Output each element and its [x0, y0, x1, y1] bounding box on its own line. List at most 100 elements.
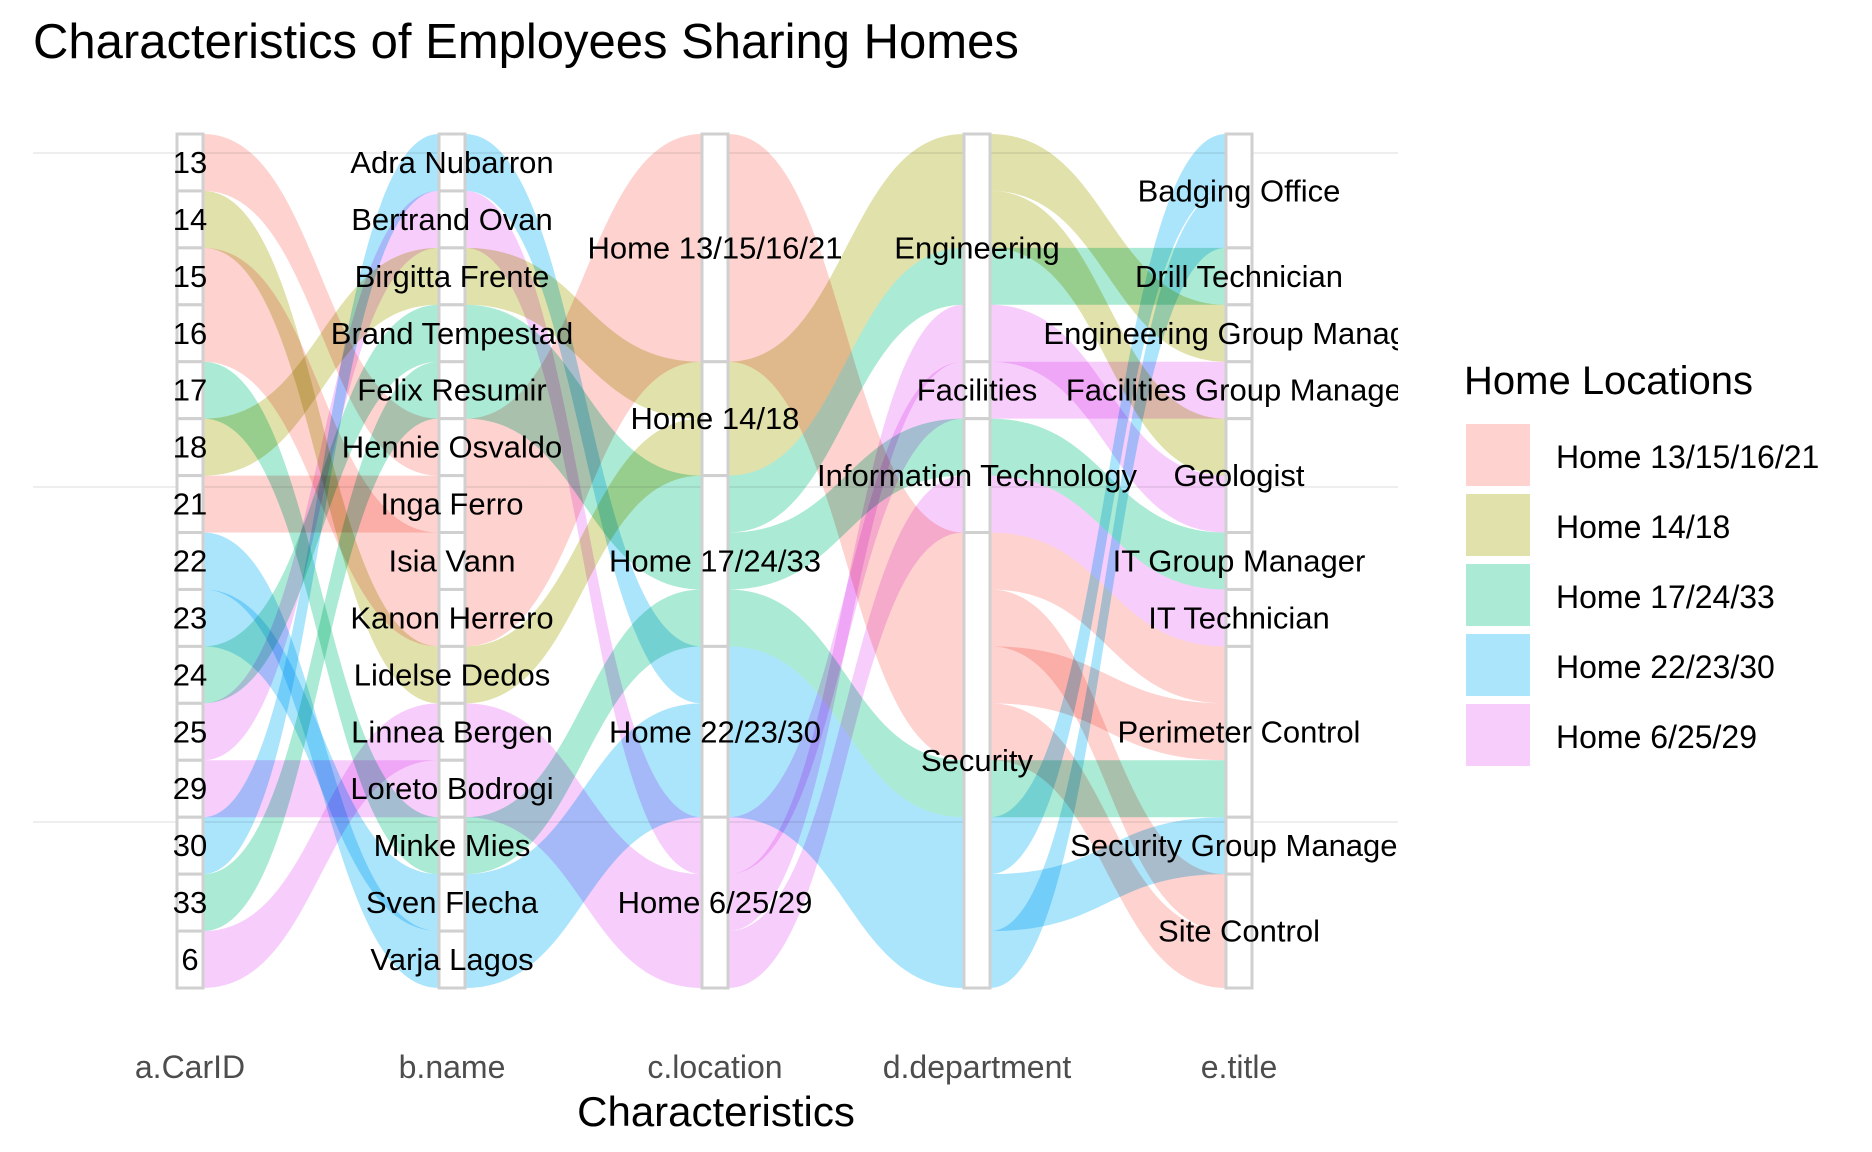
flow-isia-vann-3 [728, 247, 964, 704]
stratum-label-engineering: Engineering [894, 230, 1059, 265]
stratum-label-lidelse-dedos: Lidelse Dedos [354, 657, 550, 692]
stratum-label-hennie-osvaldo: Hennie Osvaldo [342, 430, 563, 465]
stratum-label-engineering-group-manager: Engineering Group Manager [1043, 316, 1434, 351]
stratum-label-loreto-bodrogi: Loreto Bodrogi [350, 771, 553, 806]
stratum-14 [175, 189, 205, 250]
flow-felix-resumir-2 [465, 361, 702, 590]
strata-boxes [175, 132, 1254, 990]
stratum-label-birgitta-frente: Birgitta Frente [355, 259, 550, 294]
flow-birgitta-frente-1 [203, 247, 439, 476]
flow-birgitta-frente-3 [728, 134, 964, 419]
stratum-bertrand-ovan [437, 189, 467, 250]
stratum-engineering [962, 132, 992, 364]
stratum-label-6: 6 [181, 942, 198, 977]
stratum-label-badging-office: Badging Office [1138, 173, 1341, 208]
stratum-label-21: 21 [173, 487, 207, 522]
flow-linnea-bergen-1 [203, 703, 439, 988]
stratum-perimeter-control [1224, 644, 1254, 819]
flow-brand-tempestad-3 [728, 247, 964, 533]
stratum-loreto-bodrogi [437, 758, 467, 819]
x-axis-tick-labels: a.CarID b.name c.location d.department e.tit… [135, 1049, 1277, 1085]
stratum-home-13-15-16-21 [700, 132, 730, 364]
stratum-label-sven-flecha: Sven Flecha [366, 885, 539, 920]
stratum-label-13: 13 [173, 145, 207, 180]
legend-key-home-17-24-33 [1466, 564, 1530, 626]
stratum-label-linnea-bergen: Linnea Bergen [351, 714, 553, 749]
stratum-label-bertrand-ovan: Bertrand Ovan [351, 202, 553, 237]
stratum-21 [175, 474, 205, 535]
stratum-geologist [1224, 417, 1254, 535]
stratum-label-adra-nubarron: Adra Nubarron [350, 145, 553, 180]
legend-key-home-22-23-30 [1466, 634, 1530, 696]
stratum-engineering-group-manager [1224, 303, 1254, 364]
stratum-label-home-14-18: Home 14/18 [631, 401, 800, 436]
stratum-label-home-13-15-16-21: Home 13/15/16/21 [587, 230, 842, 265]
stratum-label-home-6-25-29: Home 6/25/29 [618, 885, 813, 920]
stratum-label-15: 15 [173, 259, 207, 294]
flow-sven-flecha-4 [990, 817, 1226, 932]
stratum-label-information-technology: Information Technology [817, 458, 1137, 493]
stratum-label-perimeter-control: Perimeter Control [1118, 714, 1361, 749]
flow-hennie-osvaldo-4 [990, 532, 1226, 704]
x-tick-d-department: d.department [883, 1049, 1072, 1085]
flow-linnea-bergen-4 [990, 304, 1226, 533]
stratum-label-18: 18 [173, 430, 207, 465]
legend-key-home-13-15-16-21 [1466, 424, 1530, 486]
stratum-label-facilities: Facilities [917, 373, 1038, 408]
stratum-label-brand-tempestad: Brand Tempestad [331, 316, 573, 351]
flow-sven-flecha-3 [728, 703, 964, 932]
x-tick-b-name: b.name [399, 1049, 506, 1085]
stratum-label-varja-lagos: Varja Lagos [370, 942, 533, 977]
stratum-label-home-17-24-33: Home 17/24/33 [609, 544, 821, 579]
stratum-information-technology [962, 417, 992, 535]
x-axis-label: Characteristics [577, 1088, 855, 1135]
stratum-label-14: 14 [173, 202, 207, 237]
stratum-site-control [1224, 872, 1254, 990]
flow-loreto-bodrogi-2 [465, 760, 702, 988]
stratum-home-14-18 [700, 360, 730, 478]
flow-inga-ferro-3 [728, 190, 964, 647]
stratum-label-25: 25 [173, 714, 207, 749]
stratum-30 [175, 815, 205, 876]
stratum-label-33: 33 [173, 885, 207, 920]
flow-adra-nubarron-3 [728, 646, 964, 875]
stratum-label-isia-vann: Isia Vann [389, 544, 516, 579]
x-tick-a-carid: a.CarID [135, 1049, 245, 1085]
flow-linnea-bergen-2 [465, 703, 702, 932]
stratum-label-site-control: Site Control [1158, 914, 1320, 949]
legend-title: Home Locations [1464, 359, 1753, 403]
flow-loreto-bodrogi-4 [990, 475, 1226, 647]
x-tick-e-title: e.title [1201, 1049, 1277, 1085]
flow-linnea-bergen-3 [728, 304, 964, 932]
stratum-18 [175, 417, 205, 478]
stratum-label-security: Security [921, 743, 1033, 778]
stratum-13 [175, 132, 205, 193]
flow-inga-ferro-2 [465, 190, 702, 533]
stratum-security-group-manager [1224, 815, 1254, 876]
stratum-label-security-group-manager: Security Group Manager [1070, 828, 1408, 863]
stratum-25 [175, 701, 205, 762]
stratum-label-home-22-23-30: Home 22/23/30 [609, 714, 821, 749]
x-tick-c-location: c.location [647, 1049, 782, 1085]
legend-label-home-17-24-33: Home 17/24/33 [1556, 579, 1775, 615]
legend-label-home-14-18: Home 14/18 [1556, 509, 1730, 545]
stratum-label-24: 24 [173, 657, 207, 692]
stratum-birgitta-frente [437, 246, 467, 307]
stratum-label-felix-resumir: Felix Resumir [357, 373, 546, 408]
stratum-label-geologist: Geologist [1174, 458, 1305, 493]
stratum-33 [175, 872, 205, 933]
flow-felix-resumir-1 [203, 361, 439, 932]
stratum-15 [175, 246, 205, 307]
stratum-label-29: 29 [173, 771, 207, 806]
flow-bertrand-ovan-2 [465, 190, 702, 875]
stratum-label-kanon-herrero: Kanon Herrero [350, 600, 553, 635]
legend: Home Locations Home 13/15/16/21 Home 14/1… [1464, 359, 1819, 766]
stratum-label-minke-mies: Minke Mies [374, 828, 531, 863]
flow-felix-resumir-3 [728, 418, 964, 590]
stratum-label-22: 22 [173, 544, 207, 579]
flow-adra-nubarron-1 [203, 134, 439, 875]
stratum-it-technician [1224, 587, 1254, 648]
stratum-23 [175, 587, 205, 648]
flow-felix-resumir-4 [990, 418, 1226, 590]
